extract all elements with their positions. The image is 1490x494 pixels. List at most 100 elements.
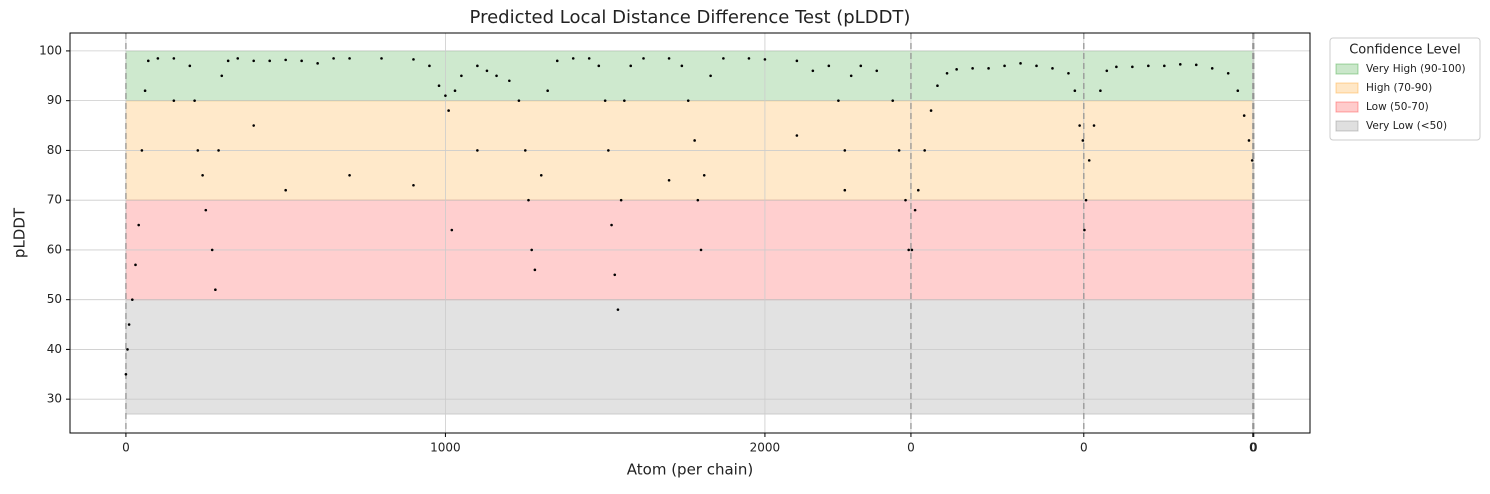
data-point: [1087, 159, 1091, 162]
data-point: [613, 273, 617, 277]
data-point: [137, 223, 140, 227]
data-point: [1242, 114, 1246, 117]
data-point: [1083, 228, 1086, 232]
x-tick-label: 1000: [430, 441, 461, 455]
x-tick-label: 2000: [750, 441, 781, 455]
data-point: [696, 198, 700, 202]
data-point: [1073, 89, 1077, 93]
data-point: [236, 57, 240, 60]
data-point: [987, 67, 990, 70]
data-point: [539, 173, 543, 177]
data-point: [795, 59, 799, 63]
data-point: [412, 183, 415, 187]
y-tick-label: 100: [39, 43, 62, 57]
data-point: [210, 248, 214, 252]
data-point: [929, 109, 933, 112]
data-point: [910, 248, 914, 252]
data-point: [508, 79, 511, 83]
data-point: [444, 94, 447, 97]
data-point: [533, 268, 537, 272]
legend-swatch: [1335, 82, 1359, 94]
data-point: [546, 89, 549, 93]
data-point: [447, 109, 450, 112]
data-point: [124, 372, 128, 376]
legend-label: Very Low (<50): [1366, 120, 1447, 132]
data-point: [875, 69, 879, 73]
data-point: [268, 59, 271, 63]
data-point: [619, 198, 623, 202]
data-point: [897, 149, 901, 152]
data-point: [686, 99, 690, 102]
legend-swatch: [1335, 101, 1359, 113]
data-point: [1226, 71, 1230, 75]
data-point: [530, 248, 533, 252]
data-point: [587, 57, 591, 60]
data-point: [616, 308, 620, 311]
data-point: [134, 263, 137, 267]
data-point: [1078, 124, 1081, 127]
data-point: [217, 149, 220, 152]
data-point: [1019, 62, 1022, 65]
data-point: [380, 57, 383, 60]
legend-swatch: [1335, 120, 1359, 132]
data-point: [913, 208, 917, 212]
data-point: [629, 64, 633, 68]
data-point: [316, 62, 319, 65]
data-point: [680, 64, 684, 68]
data-point: [859, 64, 863, 68]
data-point: [156, 57, 160, 60]
data-point: [1099, 89, 1102, 93]
data-point: [693, 139, 696, 142]
data-point: [300, 59, 303, 63]
data-point: [226, 59, 230, 63]
data-point: [252, 59, 256, 63]
data-point: [127, 323, 131, 326]
data-point: [916, 188, 920, 192]
y-tick-label: 30: [47, 392, 62, 406]
data-point: [450, 228, 454, 232]
data-point: [607, 149, 610, 152]
y-tick-label: 40: [47, 342, 62, 356]
data-point: [1147, 64, 1150, 68]
data-point: [485, 69, 489, 73]
data-point: [971, 67, 974, 70]
data-point: [1105, 69, 1109, 73]
data-point: [196, 149, 200, 152]
data-point: [204, 208, 208, 212]
data-point: [332, 57, 335, 60]
data-point: [140, 149, 144, 152]
y-tick-label: 60: [47, 242, 62, 256]
plot-frame: [69, 32, 1311, 434]
data-point: [891, 99, 895, 102]
data-point: [555, 59, 559, 63]
data-point: [214, 288, 217, 292]
data-point: [284, 58, 287, 62]
y-tick-label: 90: [47, 93, 62, 107]
x-tick-label: 0: [122, 441, 130, 455]
data-point: [412, 58, 415, 61]
legend-title: Confidence Level: [1349, 43, 1461, 58]
data-point: [1115, 65, 1118, 69]
data-point: [1092, 124, 1096, 127]
data-point: [527, 198, 530, 202]
data-point: [131, 298, 134, 301]
data-point: [945, 71, 949, 75]
confidence-band: [125, 50, 1255, 102]
data-point: [837, 99, 840, 102]
data-point: [811, 69, 815, 73]
data-point: [1067, 71, 1070, 75]
data-point: [143, 89, 147, 93]
data-point: [907, 248, 911, 252]
data-point: [1194, 63, 1198, 67]
data-point: [1250, 159, 1254, 162]
data-point: [795, 134, 799, 137]
data-point: [955, 68, 958, 71]
data-point: [1084, 198, 1088, 202]
data-point: [220, 74, 224, 78]
data-point: [623, 99, 626, 102]
data-point: [193, 99, 196, 102]
data-point: [146, 59, 150, 63]
data-point: [1051, 67, 1054, 70]
data-point: [610, 223, 613, 227]
